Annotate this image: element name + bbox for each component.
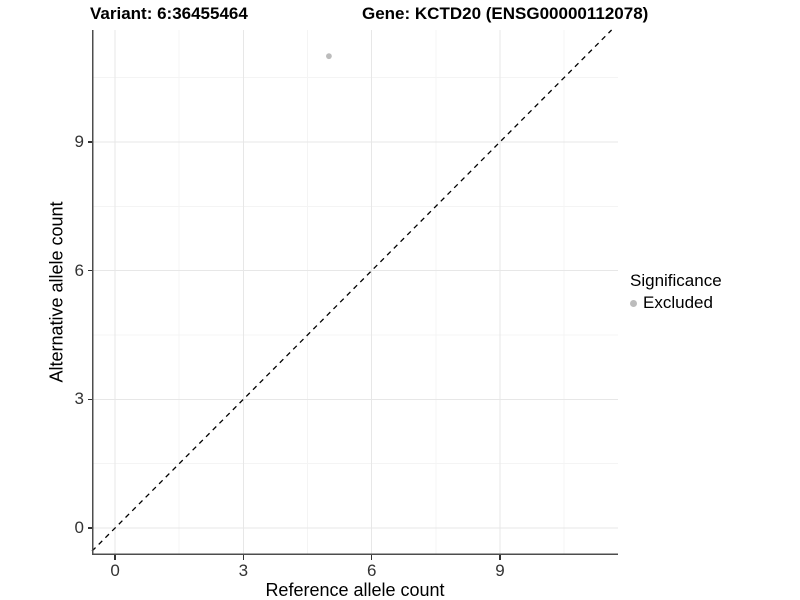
x-tick-label: 0 — [110, 561, 120, 580]
legend-title: Significance — [630, 271, 722, 290]
x-tick-mark — [114, 555, 116, 560]
x-tick-mark — [499, 555, 501, 560]
legend-item-excluded: Excluded — [630, 293, 722, 313]
x-tick-label: 6 — [366, 561, 377, 580]
y-tick-label: 9 — [74, 131, 84, 151]
x-tick-label: 3 — [238, 561, 249, 580]
data-point — [326, 53, 332, 60]
plot-title-gene: Gene: KCTD20 (ENSG00000112078) — [362, 4, 649, 23]
x-tick-label: 9 — [495, 561, 505, 580]
y-tick-label: 0 — [74, 517, 84, 537]
y-axis-title: Alternative allele count — [46, 201, 67, 383]
y-tick-label: 6 — [74, 260, 84, 280]
legend-point-icon — [630, 299, 637, 307]
plot-panel — [91, 29, 618, 556]
x-tick-mark — [242, 555, 245, 560]
x-tick-mark — [370, 555, 373, 560]
y-tick-mark — [87, 141, 92, 143]
plot-title-variant: Variant: 6:36455464 — [90, 4, 248, 23]
legend-item-label: Excluded — [643, 293, 713, 312]
identity-reference-line — [91, 29, 613, 552]
plot-canvas — [91, 29, 618, 556]
x-axis-title: Reference allele count — [265, 580, 445, 600]
y-tick-mark — [87, 398, 92, 400]
y-tick-mark — [87, 269, 92, 272]
legend: Significance Excluded — [630, 271, 722, 313]
y-tick-mark — [87, 527, 92, 529]
y-tick-label: 3 — [74, 389, 84, 409]
